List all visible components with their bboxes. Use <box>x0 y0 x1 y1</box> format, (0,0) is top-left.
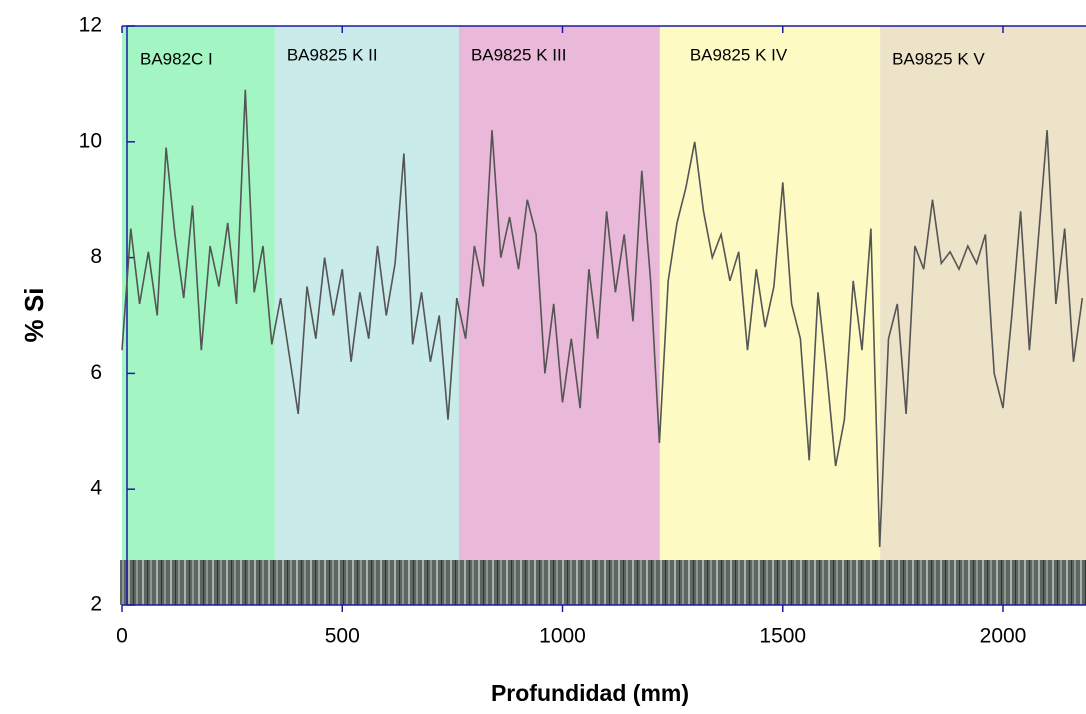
region-label: BA982C I <box>140 49 213 68</box>
y-tick-label: 12 <box>79 14 102 37</box>
x-axis-label: Profundidad (mm) <box>491 680 689 706</box>
y-tick-label: 4 <box>90 477 102 500</box>
region-label: BA9825 K IV <box>690 45 788 64</box>
region-label: BA9825 K III <box>471 45 566 64</box>
region <box>458 26 660 560</box>
region-label: BA9825 K II <box>287 45 378 64</box>
y-tick-label: 10 <box>79 129 102 152</box>
region <box>274 26 459 560</box>
x-tick-label: 1000 <box>539 625 586 648</box>
region <box>659 26 881 560</box>
x-tick-label: 500 <box>325 625 360 648</box>
core-image <box>120 560 1086 605</box>
y-axis-label: % Si <box>19 288 49 343</box>
x-tick-label: 2000 <box>980 625 1027 648</box>
y-tick-label: 6 <box>90 361 102 384</box>
y-tick-label: 8 <box>90 245 102 268</box>
region <box>880 26 1086 560</box>
data-line <box>121 89 1084 548</box>
x-tick-label: 0 <box>116 625 128 648</box>
x-tick-label: 1500 <box>759 625 806 648</box>
region-label: BA9825 K V <box>892 49 985 68</box>
y-tick-label: 2 <box>90 593 102 616</box>
